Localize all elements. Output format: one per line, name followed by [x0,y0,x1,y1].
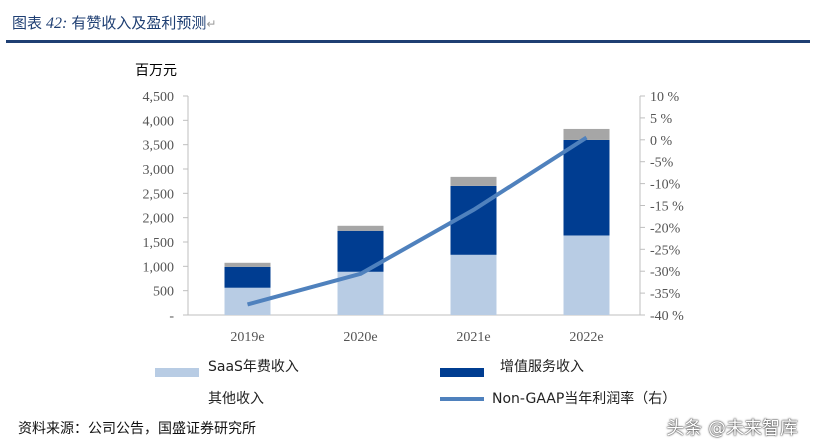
y2-tick-label: -15 % [650,200,684,215]
y-tick-label: 4,000 [143,114,175,129]
legend-saas: SaaS年费收入 [208,359,299,375]
legend-other: 其他收入 [208,391,264,407]
figure-title-text: 有赞收入及盈利预测 [71,14,207,32]
y2-tick-label: -20% [650,221,681,236]
title-rule [6,40,810,43]
bar-segment-0-2021e [450,254,497,315]
source-note: 资料来源：公司公告，国盛证券研究所 [18,421,256,437]
figure-label: 图表 [12,14,43,32]
y2-tick-label: 5 % [650,112,673,127]
y-tick-label: 1,000 [143,260,175,275]
bar-segment-1-2019e [224,266,271,288]
watermark: 头条 @未来智库 [666,418,798,439]
x-tick-label: 2019e [230,330,264,345]
figure-number: 42: [46,15,68,32]
legend-swatch-vas [440,368,484,377]
y2-tick-label: -30% [650,265,681,280]
y-tick-label: 2,500 [143,187,175,202]
unit-label: 百万元 [135,63,177,79]
bar-segment-0-2022e [563,235,610,315]
y2-tick-label: 0 % [650,134,673,149]
y2-tick-label: -25% [650,243,681,258]
bar-segment-2-2022e [563,128,610,140]
bar-segment-2-2019e [224,262,271,267]
y2-tick-label: -10% [650,178,681,193]
y-tick-label: 500 [153,285,174,300]
y2-tick-label: -35% [650,287,681,302]
x-tick-label: 2020e [343,330,377,345]
bar-segment-2-2021e [450,176,497,186]
bar-segment-2-2020e [337,225,384,231]
y2-tick-label: -40 % [650,309,684,324]
x-tick-label: 2021e [456,330,490,345]
x-tick-label: 2022e [569,330,603,345]
legend-margin: Non-GAAP当年利润率（右） [492,391,677,407]
bar-segment-1-2022e [563,139,610,236]
y-tick-label: 1,500 [143,236,175,251]
y-tick-label: 4,500 [143,90,175,105]
legend-swatch-saas [155,368,199,377]
y-tick-label: 2,000 [143,212,175,227]
legend-vas: 增值服务收入 [500,359,584,375]
figure-title: 图表 42: 有赞收入及盈利预测↵ [12,14,217,32]
legend-swatch-margin [440,397,484,401]
y-tick-label: 3,000 [143,163,175,178]
y-tick-label: - [169,309,174,324]
y2-tick-label: -5% [650,156,674,171]
y-tick-label: 3,500 [143,139,175,154]
margin-line [246,135,588,307]
y2-tick-label: 10 % [650,90,680,105]
